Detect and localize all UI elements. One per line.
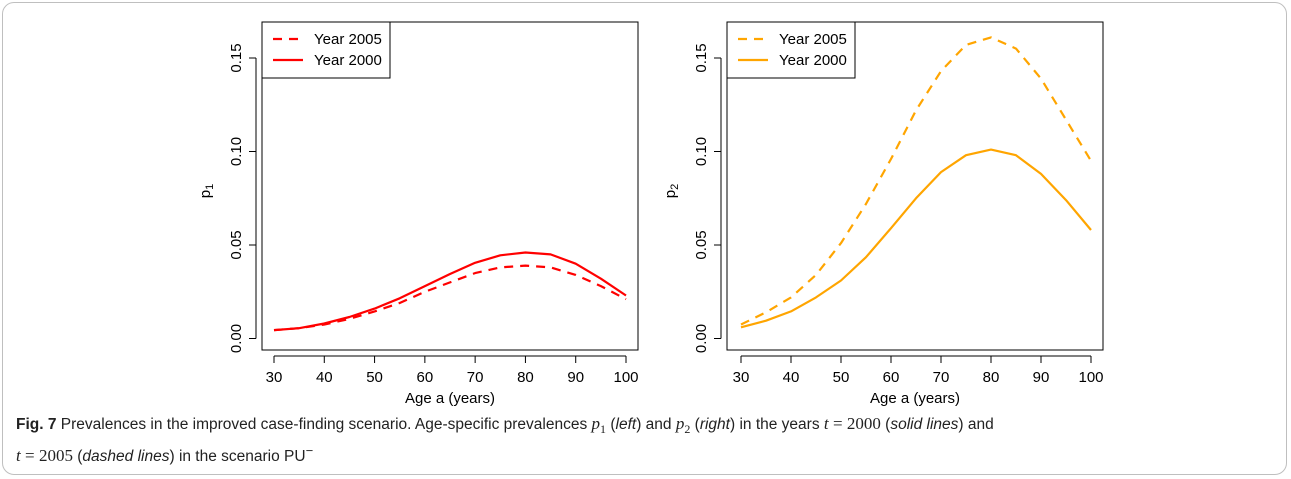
y-axis-label-sub: 1 [204,184,216,190]
caption-text-1: Age-specific prevalences [414,416,588,433]
x-tick-label: 40 [783,369,800,386]
caption-solid: solid lines [890,416,959,433]
x-tick-label: 80 [983,369,1000,386]
caption-p2-sub: 2 [684,422,691,437]
legend-box [726,21,856,79]
series-line-dashed [740,36,1092,326]
x-axis-label: Age a (years) [405,390,495,407]
x-tick-label: 100 [1078,369,1103,386]
caption-text-2: in the years [739,416,820,433]
y-tick-label: 0.10 [228,137,245,166]
y-axis-label-main: p [662,190,679,198]
y-tick-label: 0.00 [228,324,245,353]
y-tick-label: 0.10 [693,137,710,166]
plot-box [261,21,639,351]
caption-year-a: 2000 [846,414,881,433]
x-tick-label: 100 [613,369,638,386]
x-tick-label: 70 [467,369,484,386]
legend: Year 2005 Year 2000 [726,21,856,79]
caption-title: Prevalences in the improved case-finding… [60,416,412,433]
x-tick-label: 60 [417,369,434,386]
x-tick-label: 80 [517,369,534,386]
figure-caption: Fig. 7 Prevalences in the improved case-… [16,414,994,466]
caption-eq: = [832,414,843,433]
legend: Year 2005 Year 2000 [261,21,391,79]
y-axis-label: p1 [197,184,216,198]
figure-svg: 30 40 50 60 70 80 90 100 Age a (years) 0.00 0.05 0.… [197,21,1104,407]
series-line-dashed [273,264,627,332]
legend-label: Year 2000 [779,52,847,69]
legend-label: Year 2000 [314,52,382,69]
x-tick-label: 30 [733,369,750,386]
y-tick-label: 0.15 [228,43,245,72]
y-tick-label: 0.15 [693,43,710,72]
caption-sup: − [305,443,314,459]
caption-and-2: and [967,416,994,433]
x-tick-label: 90 [1033,369,1050,386]
y-axis-label: p2 [662,184,681,198]
x-tick-label: 50 [833,369,850,386]
y-tick-label: 0.05 [693,230,710,259]
panel-right: 30 40 50 60 70 80 90 100 Age a (years) 0.00 0.05 0.… [662,21,1104,407]
caption-p2: p [675,414,685,433]
legend-label: Year 2005 [314,31,382,48]
caption-text-3: in the scenario PU [178,448,306,466]
caption-t-var-2: t [16,446,21,466]
y-tick-label: 0.05 [228,230,245,259]
caption-right: right [699,416,730,433]
caption-t-var: t [823,414,829,433]
caption-and: and [645,416,672,433]
y-axis-label-main: p [197,190,214,198]
caption-eq-2: = [25,446,35,466]
x-tick-label: 30 [266,369,283,386]
x-tick-label: 70 [933,369,950,386]
legend-label: Year 2005 [779,31,847,48]
x-tick-label: 40 [316,369,333,386]
x-tick-label: 60 [883,369,900,386]
caption-left: left [615,416,637,433]
legend-box [261,21,391,79]
series-line-solid [273,251,627,332]
x-tick-label: 50 [366,369,383,386]
series-line-solid [740,148,1092,329]
panel-left: 30 40 50 60 70 80 90 100 Age a (years) 0.00 0.05 0.… [197,21,639,407]
figure-label: Fig. 7 [16,416,57,433]
x-axis-label: Age a (years) [870,390,960,407]
y-axis-label-sub: 2 [669,184,681,190]
x-tick-label: 90 [567,369,584,386]
caption-p1: p [591,414,601,433]
caption-year-b: 2005 [38,446,73,466]
caption-p1-sub: 1 [600,422,607,437]
y-tick-label: 0.00 [693,324,710,353]
caption-dashed: dashed lines [82,448,170,466]
plot-box [726,21,1104,351]
